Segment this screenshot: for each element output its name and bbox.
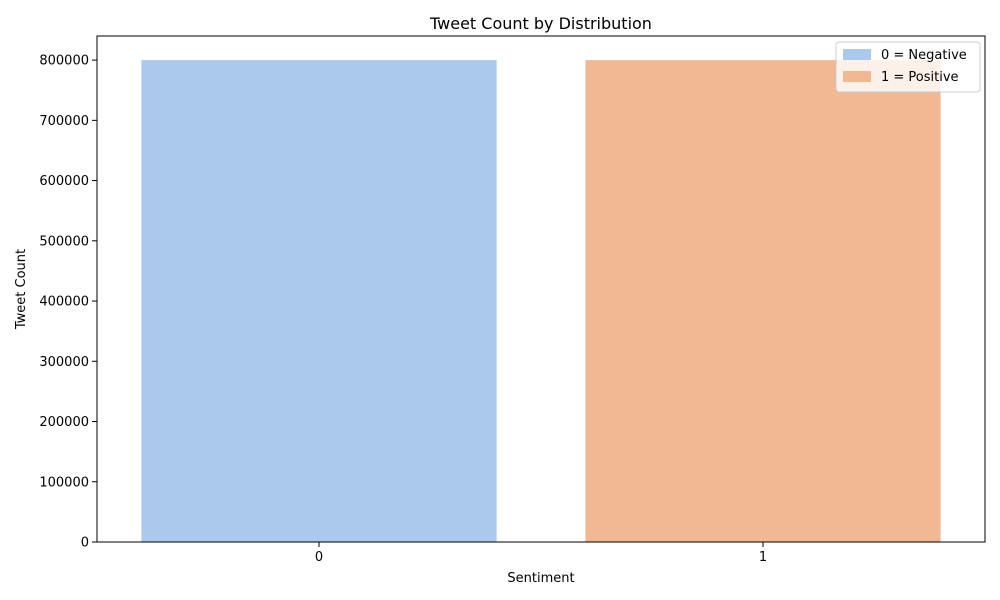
y-ticks: 0 100000 200000 300000 400000 500000 600000 700…: [39, 54, 97, 551]
y-tick-label-100000: 100000: [39, 475, 89, 490]
bar-0: [141, 60, 497, 542]
legend-box: [835, 41, 981, 93]
bars-layer: [141, 60, 941, 542]
x-tick-label-0: 0: [315, 550, 323, 565]
x-tick-label-1: 1: [759, 550, 767, 565]
y-tick-label-500000: 500000: [39, 234, 89, 249]
x-axis-label: Sentiment: [507, 571, 574, 586]
y-tick-label-400000: 400000: [39, 295, 89, 310]
y-tick-label-200000: 200000: [39, 415, 89, 430]
legend-swatch-positive: [843, 71, 871, 82]
y-tick-label-800000: 800000: [39, 54, 89, 69]
bar-1: [585, 60, 941, 542]
chart-title: Tweet Count by Distribution: [429, 14, 652, 33]
y-tick-label-700000: 700000: [39, 114, 89, 129]
plot-frame: [96, 35, 986, 543]
y-tick-label-600000: 600000: [39, 174, 89, 189]
y-tick-label-300000: 300000: [39, 355, 89, 370]
legend-label-negative: 0 = Negative: [881, 48, 967, 63]
y-tick-label-0: 0: [81, 536, 89, 551]
y-axis-label: Tweet Count: [14, 249, 29, 330]
legend-label-positive: 1 = Positive: [881, 70, 959, 85]
legend-swatch-negative: [843, 49, 871, 60]
legend: 0 = Negative 1 = Positive: [835, 41, 981, 93]
